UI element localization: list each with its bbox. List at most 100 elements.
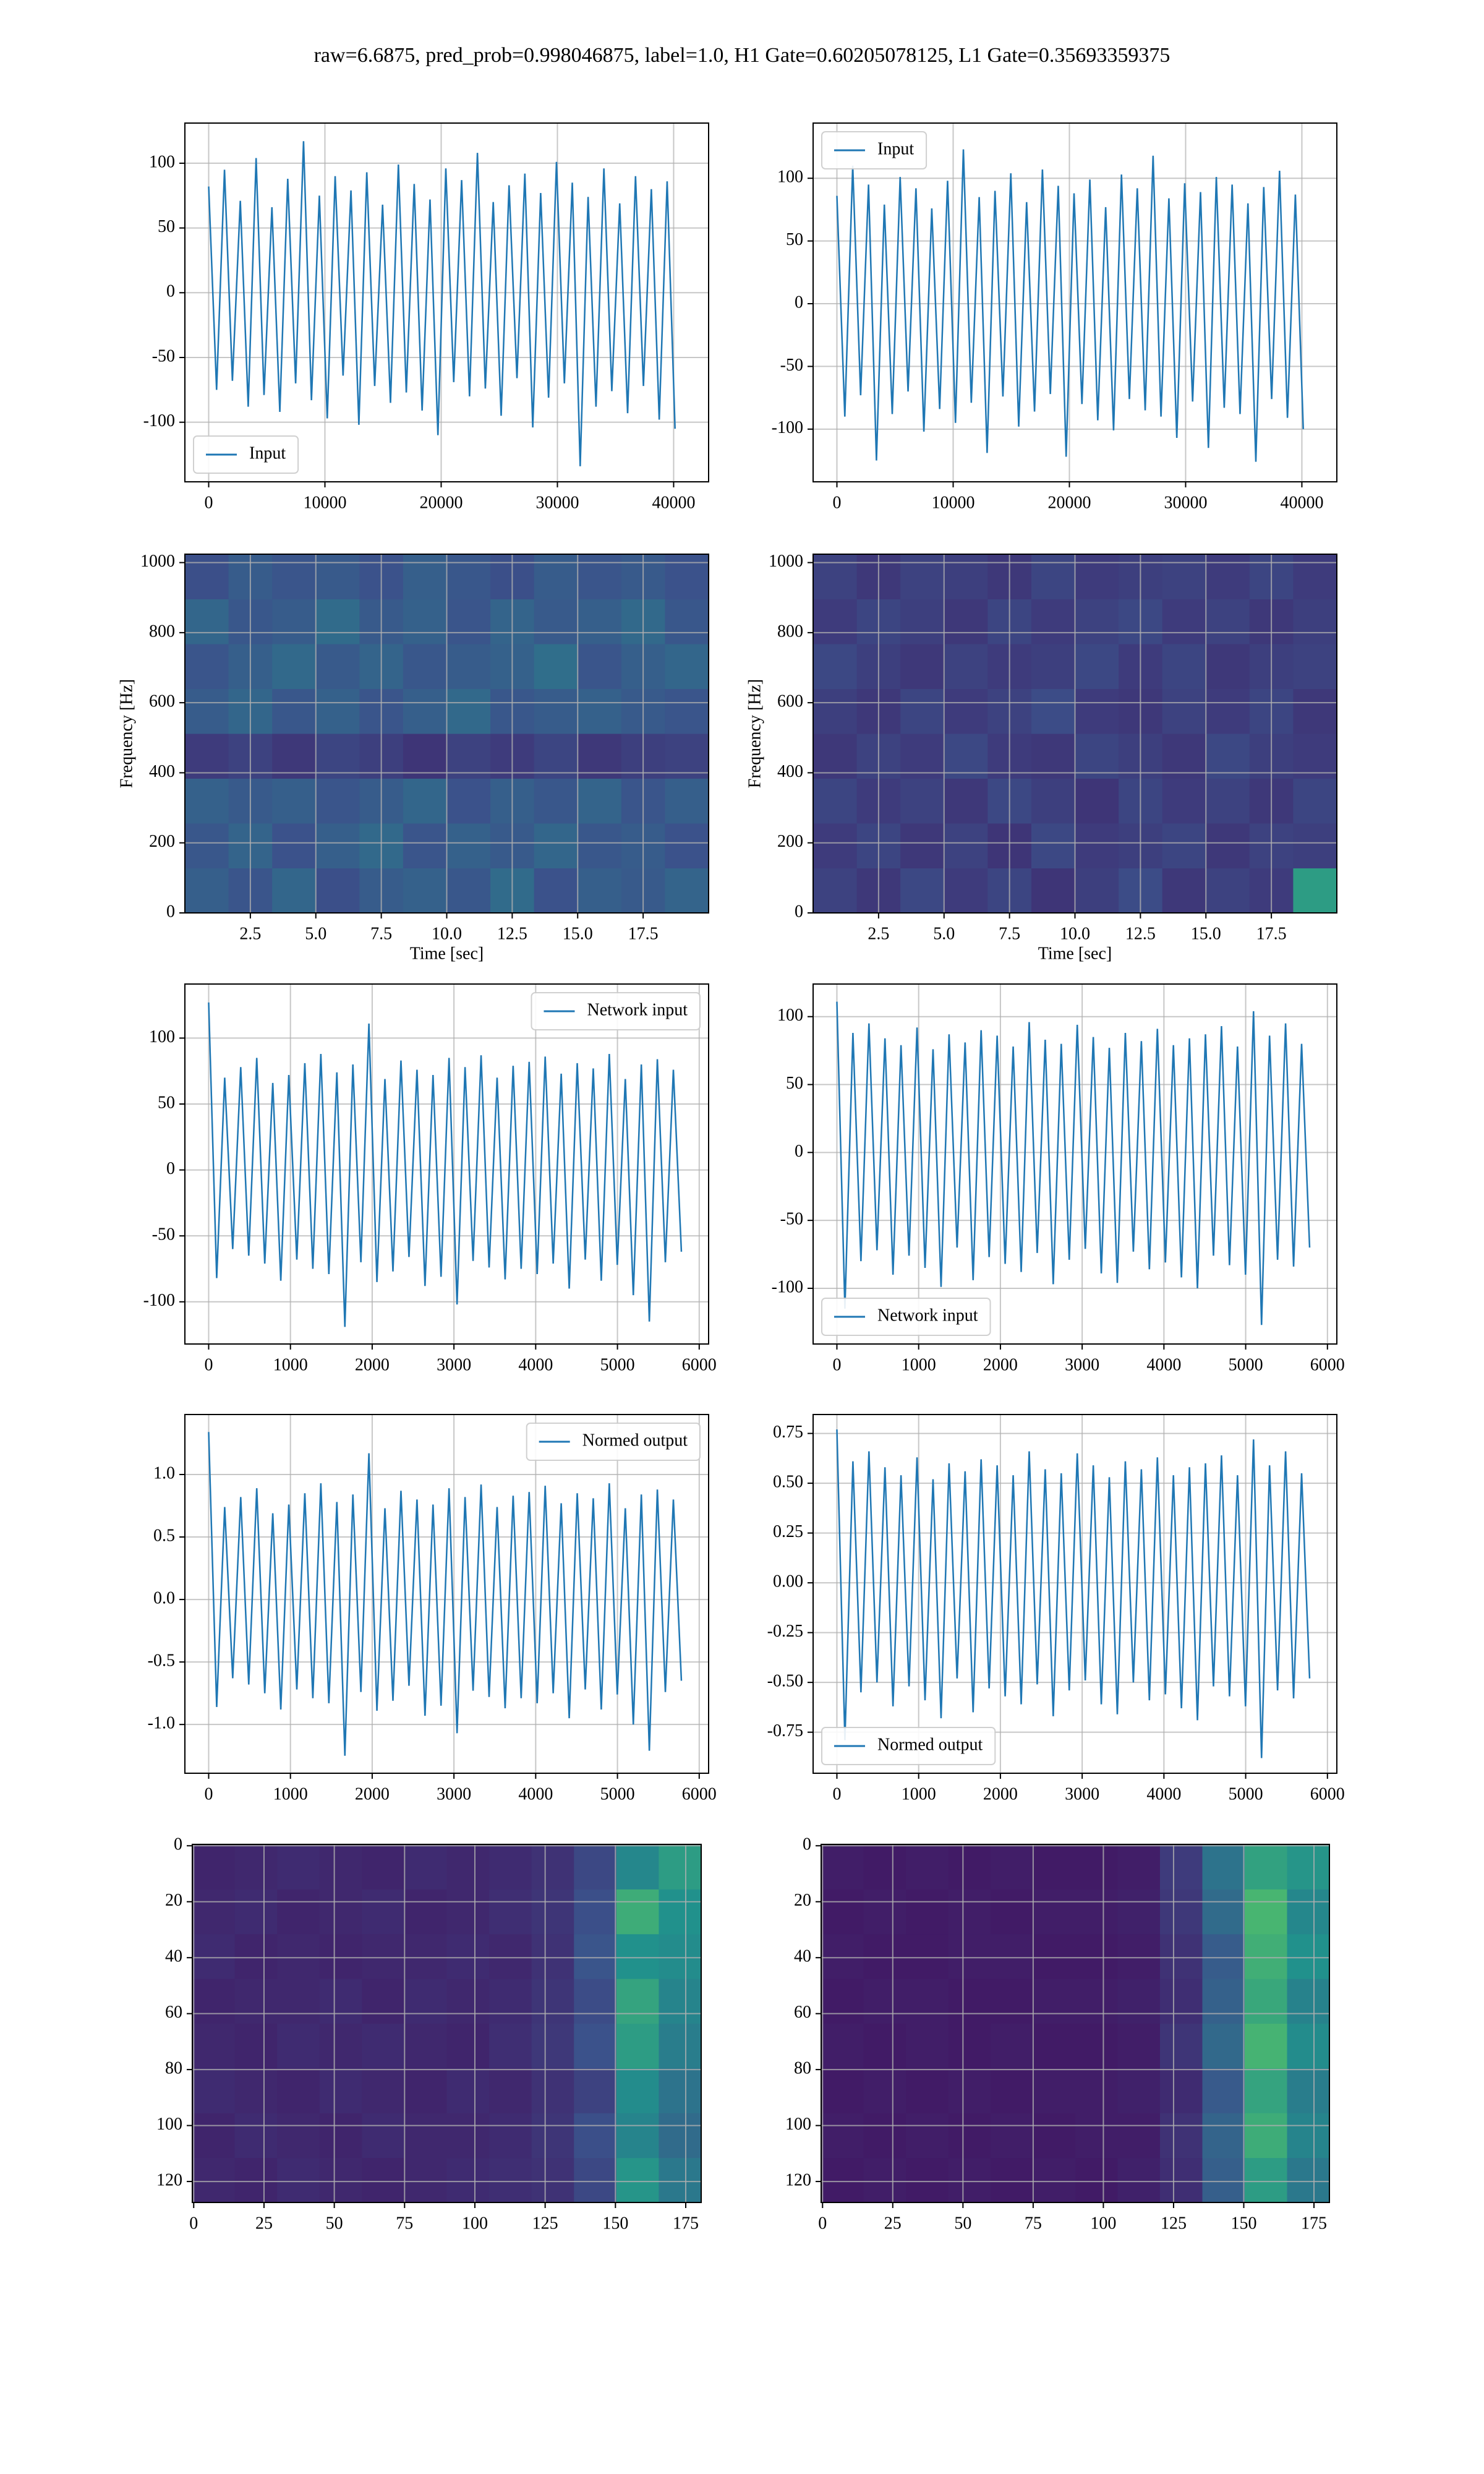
heatmap-cell	[404, 2023, 447, 2069]
heatmap-cell	[1162, 823, 1206, 868]
heatmap-cell	[272, 868, 317, 914]
x-tick-label: 2000	[355, 1355, 390, 1374]
heatmap-cell	[578, 734, 622, 779]
heatmap-cell	[1293, 778, 1337, 824]
heatmap-cell	[1075, 823, 1119, 868]
heatmap-cell	[534, 823, 578, 868]
heatmap-cell	[616, 1889, 659, 1935]
heatmap-cell	[906, 1889, 949, 1935]
x-tick-label: 150	[602, 2214, 628, 2233]
heatmap-cell	[319, 2113, 362, 2159]
x-tick-label: 0	[833, 493, 842, 512]
heatmap-cell	[1206, 868, 1250, 914]
heatmap-cell	[948, 2023, 991, 2069]
x-axis-label: Time [sec]	[1038, 944, 1112, 963]
heatmap-cell	[616, 2023, 659, 2069]
y-tick-label: -100	[143, 1291, 175, 1310]
heatmap-cell	[404, 1933, 447, 1979]
heatmap-cell	[991, 2113, 1033, 2159]
x-tick-label: 2000	[355, 1784, 390, 1804]
heatmap-cell	[315, 868, 360, 914]
heatmap-cell	[234, 2113, 278, 2159]
heatmap-cell	[1206, 734, 1250, 779]
y-tick-label: 20	[794, 1891, 811, 1910]
heatmap-cell	[1160, 2113, 1203, 2159]
heatmap-cell	[1287, 1844, 1330, 1890]
heatmap-cell	[489, 1889, 532, 1935]
x-tick-label: 10000	[303, 493, 346, 512]
x-tick-label: 2.5	[868, 924, 889, 943]
heatmap-cell	[319, 2068, 362, 2113]
heatmap-cell	[277, 2023, 320, 2069]
heatmap-cell	[446, 2113, 490, 2159]
heatmap-cell	[944, 868, 988, 914]
heatmap-cell	[319, 1844, 362, 1890]
heatmap-cell	[1075, 644, 1119, 689]
heatmap-cell	[1033, 2068, 1076, 2113]
x-tick-label: 6000	[1310, 1355, 1345, 1374]
y-tick-label: 50	[158, 217, 175, 236]
axes-frame	[812, 1414, 1337, 1774]
x-tick-label: 40000	[1280, 493, 1323, 512]
heatmap-cell	[534, 644, 578, 689]
heatmap-cell	[1202, 1889, 1245, 1935]
y-tick-label: 600	[149, 692, 175, 711]
heatmap-cell	[192, 1844, 236, 1890]
heatmap-cell	[489, 2068, 532, 2113]
heatmap-cell	[446, 734, 491, 779]
legend-label: Normed output	[877, 1735, 983, 1754]
heatmap-cell	[192, 1889, 236, 1935]
heatmap-cell	[659, 2113, 702, 2159]
x-tick-label: 0	[818, 2214, 827, 2233]
heatmap-cell	[185, 823, 229, 868]
heatmap-cell	[1117, 2157, 1161, 2203]
heatmap-cell	[1202, 1979, 1245, 2024]
legend-box	[193, 435, 299, 474]
heatmap-cell	[944, 554, 988, 599]
x-tick-label: 0	[832, 1784, 841, 1804]
heatmap-cell	[578, 644, 622, 689]
heatmap-cell	[531, 2023, 574, 2069]
legend-box	[821, 1727, 996, 1765]
x-tick-label: 4000	[1146, 1355, 1181, 1374]
heatmap-cell	[900, 644, 945, 689]
y-tick-label: 1000	[769, 552, 803, 571]
x-tick-label: 4000	[1146, 1784, 1181, 1804]
x-tick-label: 175	[1301, 2214, 1327, 2233]
heatmap-cell	[1117, 2023, 1161, 2069]
heatmap-cell	[1117, 2068, 1161, 2113]
y-tick-label: -100	[143, 411, 175, 430]
line	[836, 149, 1304, 462]
legend-label: Input	[249, 443, 286, 463]
heatmap-cell	[272, 644, 317, 689]
heatmap-cell	[1075, 734, 1119, 779]
line	[836, 1001, 1311, 1325]
heatmap-cell	[315, 554, 360, 599]
heatmap-cell	[863, 1889, 906, 1935]
heatmap-cell	[531, 2113, 574, 2159]
y-tick-label: -50	[780, 1210, 803, 1229]
heatmap-cell	[659, 1979, 702, 2024]
heatmap-cell	[1033, 1979, 1076, 2024]
heatmap-cell	[315, 778, 360, 824]
heatmap-cell	[948, 1889, 991, 1935]
y-tick-label: 0.75	[773, 1423, 803, 1442]
y-tick-label: -100	[772, 1277, 803, 1296]
x-tick-label: 25	[884, 2214, 902, 2233]
heatmap-cell	[821, 2023, 864, 2069]
x-tick-label: 0	[204, 1355, 213, 1374]
axes: 0 1000 2000 3000 4000 5000 6000 -100 -50 0 50 100 Ne…	[772, 983, 1345, 1374]
heatmap-cell	[1160, 2023, 1203, 2069]
y-tick-label: 120	[785, 2170, 811, 2189]
legend-box	[531, 992, 701, 1030]
heatmap-cell	[906, 2068, 949, 2113]
heatmap-cell	[192, 1933, 236, 1979]
axes: 0 1000 2000 3000 4000 5000 6000 -1.0 -0.5 0.0 0.5 1…	[148, 1414, 717, 1804]
heatmap-cell	[277, 2113, 320, 2159]
heatmap-cell	[362, 2157, 405, 2203]
heatmap-cell	[616, 2113, 659, 2159]
heatmap-cell	[1031, 554, 1075, 599]
heatmap-cell	[272, 688, 317, 734]
heatmap-cell	[991, 2157, 1033, 2203]
heatmap-cell	[234, 1844, 278, 1890]
